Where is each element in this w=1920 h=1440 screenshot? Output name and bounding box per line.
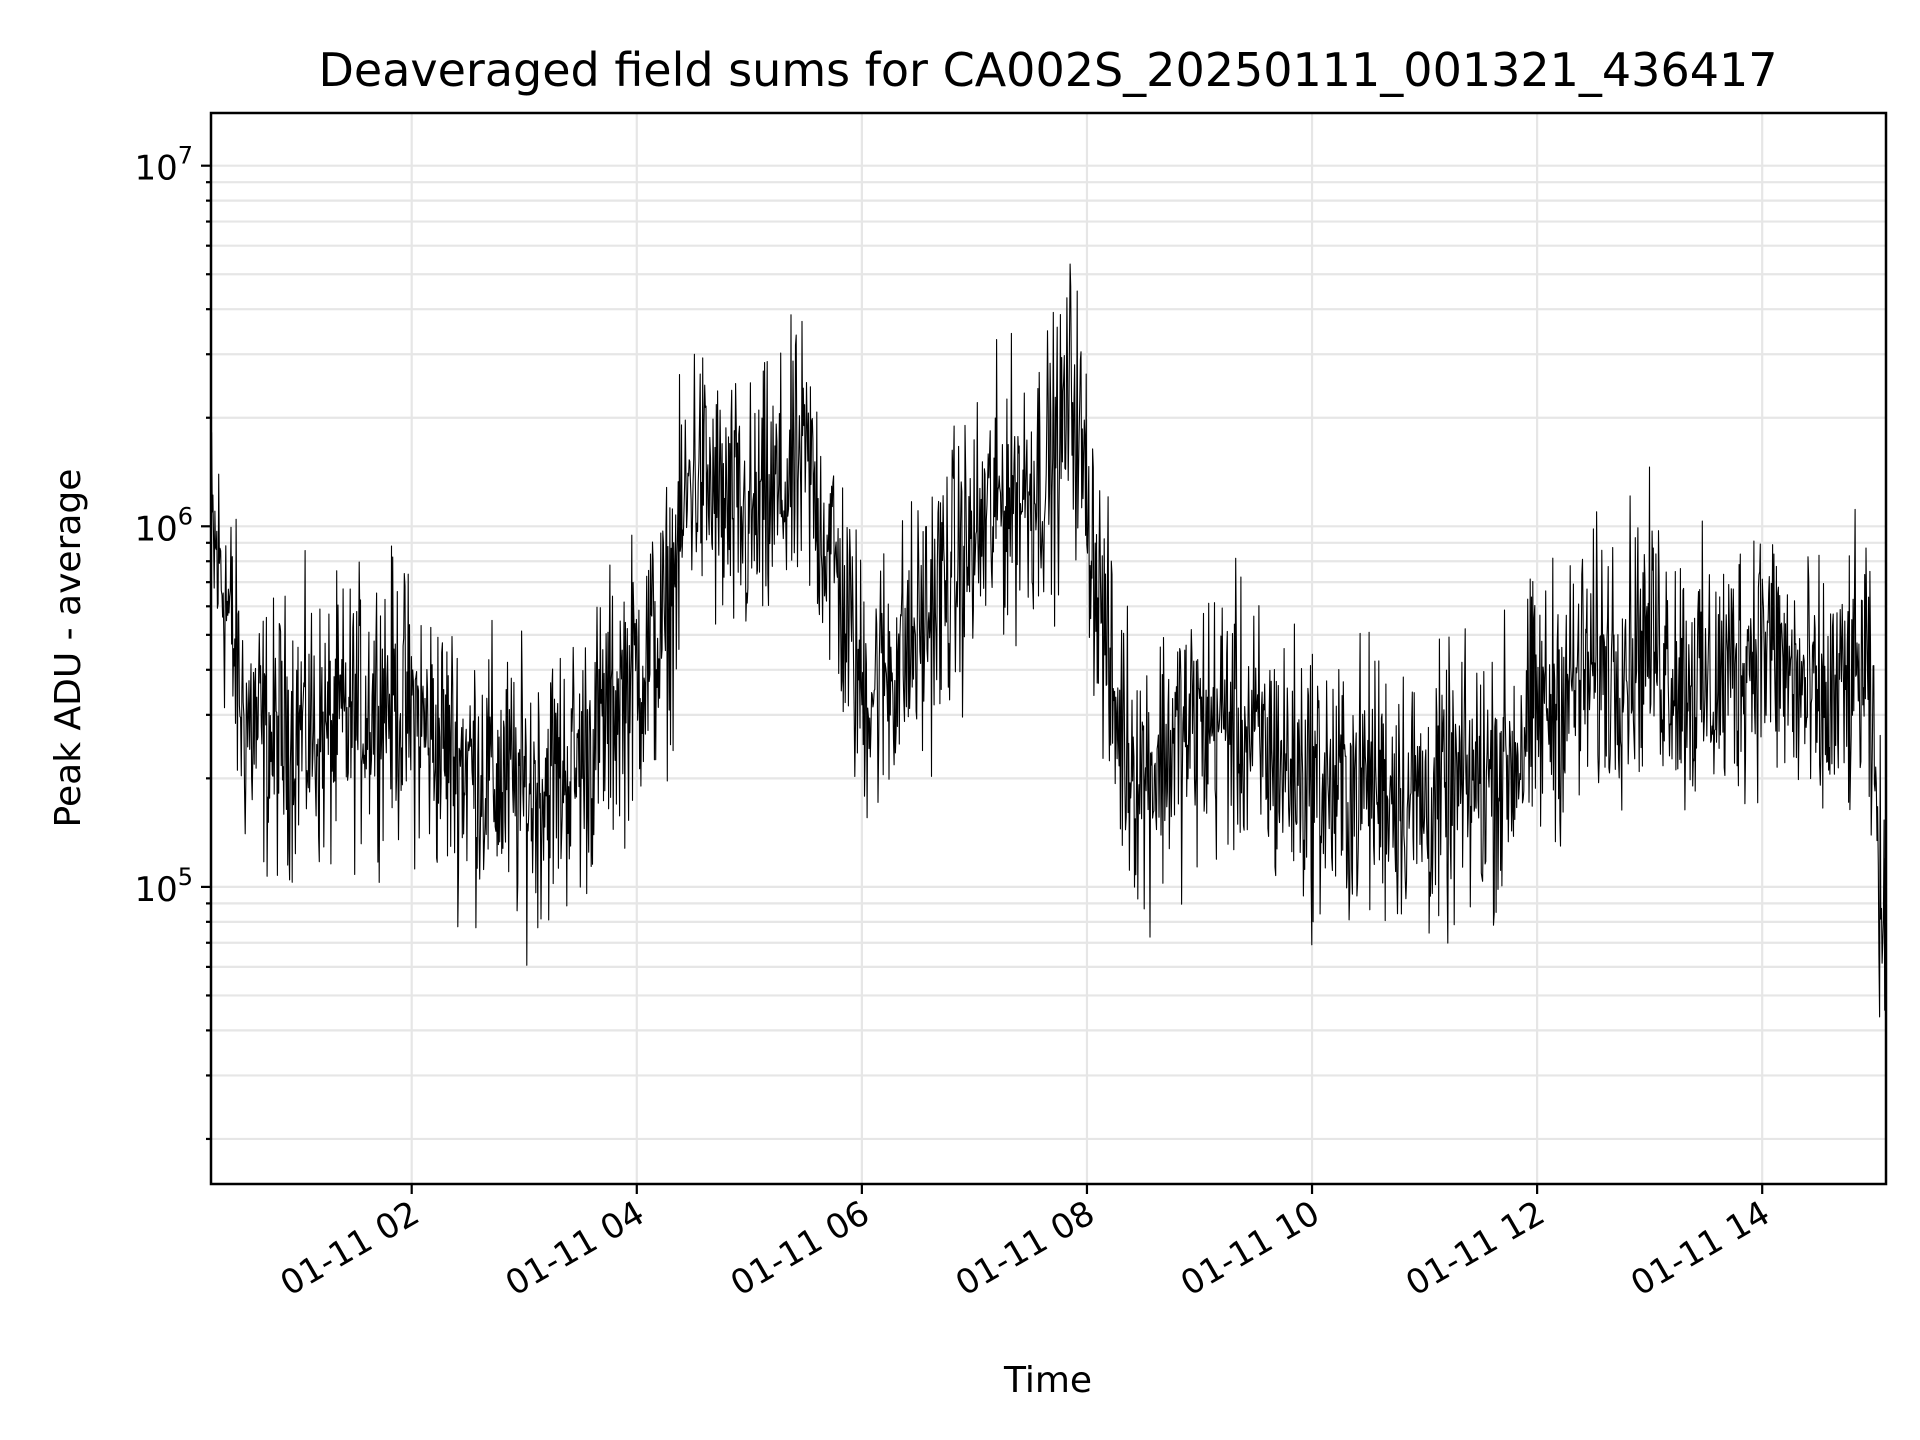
y-axis-label: Peak ADU - average (48, 469, 89, 828)
x-axis-label: Time (1003, 1360, 1092, 1401)
y-tick-label: 106 (134, 502, 193, 549)
chart-title: Deaveraged field sums for CA002S_2025011… (318, 43, 1777, 97)
series-line (210, 263, 1887, 1069)
plot-frame (209, 111, 1888, 1186)
y-tick-label: 107 (134, 142, 193, 189)
y-tick-label: 105 (134, 863, 193, 910)
